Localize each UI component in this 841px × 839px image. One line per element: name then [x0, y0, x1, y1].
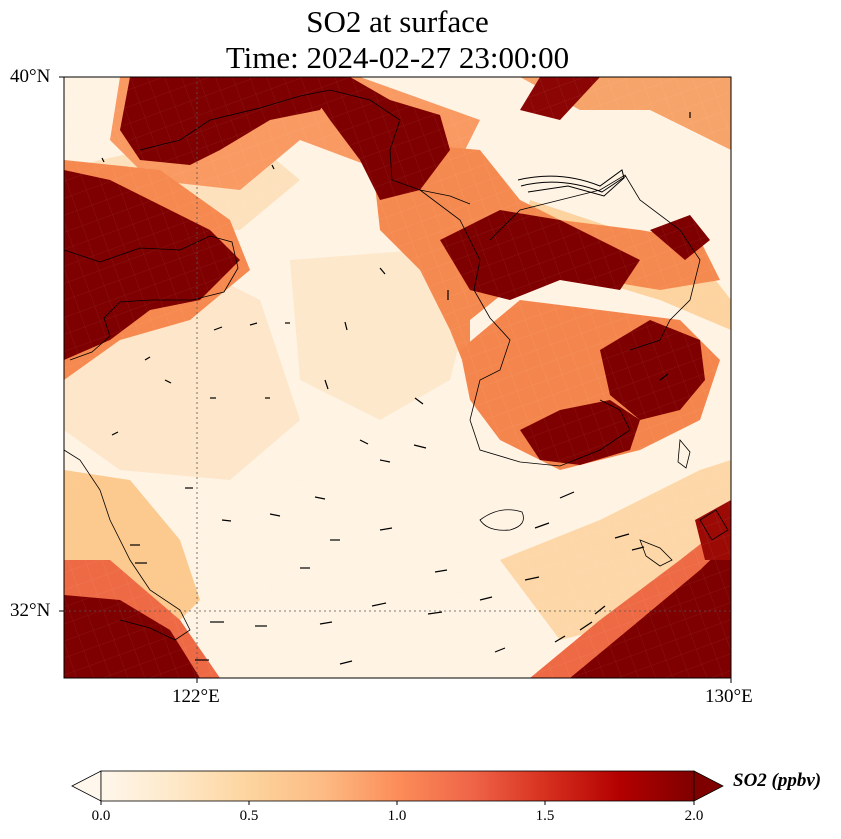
colorbar-label: SO2 (ppbv): [733, 770, 822, 791]
lat-tick-32n: 32°N: [10, 600, 51, 621]
map-subtitle-time: Time: 2024-02-27 23:00:00: [225, 40, 570, 75]
colorbar-tick-label: 1.0: [387, 808, 407, 824]
lon-tick-130e: 130°E: [705, 686, 753, 707]
so2-map: [59, 76, 732, 683]
colorbar-extend-high: [693, 770, 724, 802]
gridlines: [64, 77, 731, 678]
colorbar-tick-label: 0.0: [91, 808, 111, 824]
map-title: SO2 at surface: [306, 4, 489, 39]
colorbar-extend-low: [71, 770, 102, 802]
lon-tick-122e: 122°E: [172, 686, 220, 707]
colorbar-gradient: [100, 770, 695, 802]
map-frame: [63, 76, 732, 679]
colorbar-tick-label: 1.5: [535, 808, 555, 824]
colorbar-tick-label: 0.5: [239, 808, 259, 824]
lat-tick-40n: 40°N: [10, 66, 51, 87]
colorbar-tick-label: 2.0: [684, 808, 704, 824]
wind-vectors: [101, 112, 691, 665]
coastlines: [64, 89, 729, 641]
